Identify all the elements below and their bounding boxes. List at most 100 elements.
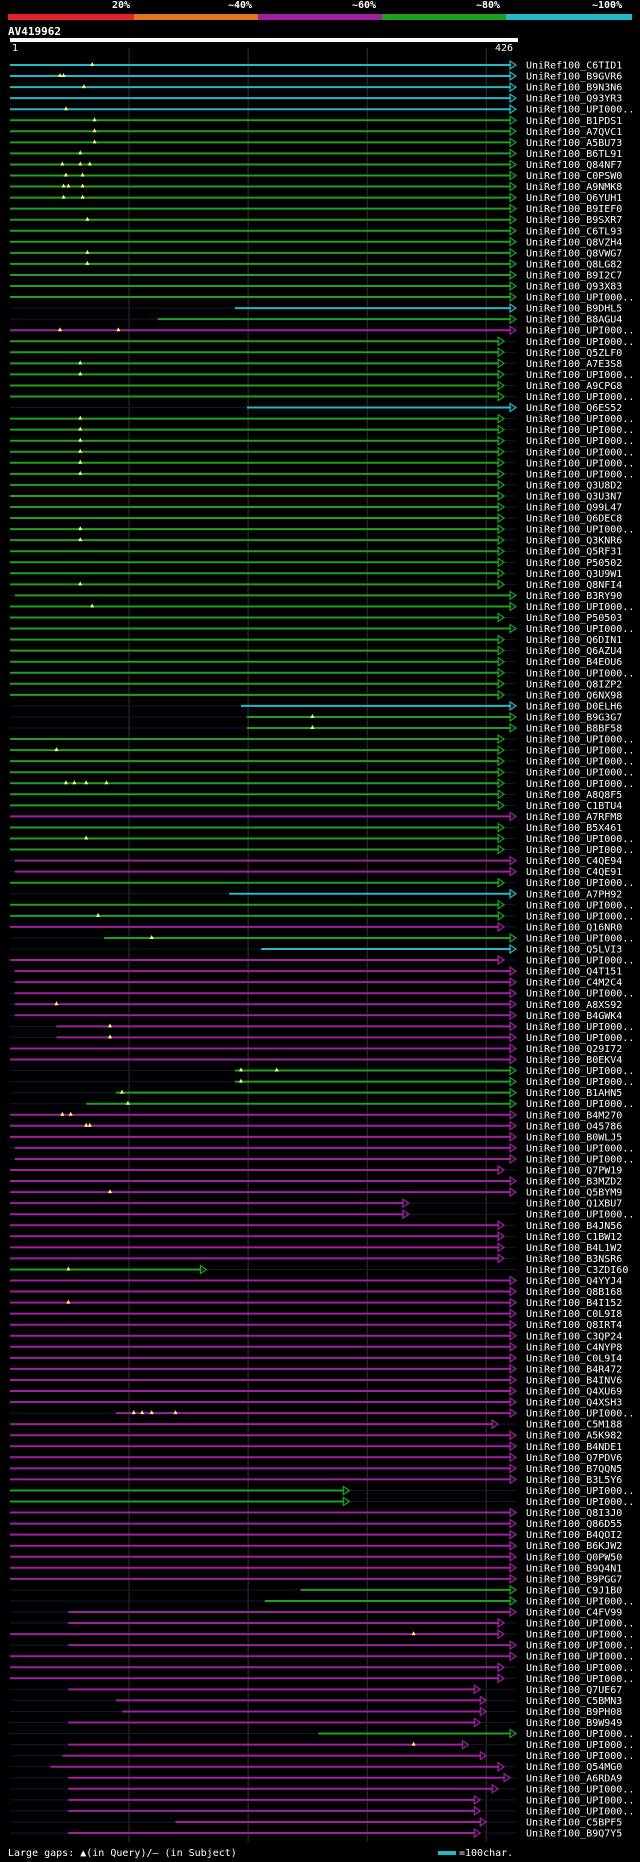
hit-label[interactable]: UniRef100_UPI000.. [526, 1740, 634, 1751]
hit-label[interactable]: UniRef100_UPI000.. [526, 1795, 634, 1806]
hit-label[interactable]: UniRef100_C4M2C4 [526, 978, 622, 989]
hit-label[interactable]: UniRef100_UPI000.. [526, 1022, 634, 1033]
hit-label[interactable]: UniRef100_UPI000.. [526, 1077, 634, 1088]
hit-label[interactable]: UniRef100_C4QE91 [526, 867, 622, 878]
hit-label[interactable]: UniRef100_Q3U9W1 [526, 569, 622, 580]
hit-label[interactable]: UniRef100_UPI000.. [526, 1806, 634, 1817]
hit-label[interactable]: UniRef100_B4QOI2 [526, 1530, 622, 1541]
hit-label[interactable]: UniRef100_UPI000.. [526, 768, 634, 779]
hit-label[interactable]: UniRef100_A5BU73 [526, 138, 622, 149]
hit-label[interactable]: UniRef100_UPI000.. [526, 1033, 634, 1044]
hit-label[interactable]: UniRef100_UPI000.. [526, 1099, 634, 1110]
hit-label[interactable]: UniRef100_B4GWK4 [526, 1011, 622, 1022]
hit-label[interactable]: UniRef100_Q93YR3 [526, 94, 622, 105]
hit-label[interactable]: UniRef100_UPI000.. [526, 900, 634, 911]
hit-label[interactable]: UniRef100_UPI000.. [526, 1143, 634, 1154]
hit-label[interactable]: UniRef100_UPI000.. [526, 668, 634, 679]
hit-label[interactable]: UniRef100_A8Q8F5 [526, 790, 622, 801]
hit-label[interactable]: UniRef100_UPI000.. [526, 1674, 634, 1685]
hit-label[interactable]: UniRef100_B9G3G7 [526, 712, 622, 723]
hit-label[interactable]: UniRef100_UPI000.. [526, 845, 634, 856]
hit-label[interactable]: UniRef100_B9W949 [526, 1718, 622, 1729]
hit-label[interactable]: UniRef100_A7QVC1 [526, 127, 622, 138]
hit-label[interactable]: UniRef100_B3L5Y6 [526, 1475, 622, 1486]
hit-label[interactable]: UniRef100_B6TL91 [526, 149, 622, 160]
hit-label[interactable]: UniRef100_B9Q4N1 [526, 1563, 622, 1574]
hit-label[interactable]: UniRef100_Q8VWG7 [526, 248, 622, 259]
hit-label[interactable]: UniRef100_UPI000.. [526, 1652, 634, 1663]
hit-label[interactable]: UniRef100_UPI000.. [526, 337, 634, 348]
hit-label[interactable]: UniRef100_Q16NR0 [526, 922, 622, 933]
hit-label[interactable]: UniRef100_C0L9I4 [526, 1353, 622, 1364]
hit-label[interactable]: UniRef100_Q7PDV6 [526, 1453, 622, 1464]
hit-label[interactable]: UniRef100_Q93X83 [526, 282, 622, 293]
hit-label[interactable]: UniRef100_UPI000.. [526, 370, 634, 381]
hit-label[interactable]: UniRef100_Q8NFI4 [526, 580, 622, 591]
hit-label[interactable]: UniRef100_UPI000.. [526, 1784, 634, 1795]
hit-label[interactable]: UniRef100_UPI000.. [526, 779, 634, 790]
hit-label[interactable]: UniRef100_UPI000.. [526, 1729, 634, 1740]
hit-label[interactable]: UniRef100_C5BPF5 [526, 1817, 622, 1828]
hit-label[interactable]: UniRef100_B1AHN5 [526, 1088, 622, 1099]
hit-label[interactable]: UniRef100_Q7PW19 [526, 1166, 622, 1177]
hit-label[interactable]: UniRef100_D0ELH6 [526, 701, 622, 712]
hit-label[interactable]: UniRef100_Q6ES52 [526, 403, 622, 414]
hit-label[interactable]: UniRef100_UPI000.. [526, 757, 634, 768]
hit-label[interactable]: UniRef100_UPI000.. [526, 293, 634, 304]
hit-label[interactable]: UniRef100_B9PGG7 [526, 1574, 622, 1585]
hit-label[interactable]: UniRef100_Q5ZLF0 [526, 348, 622, 359]
hit-label[interactable]: UniRef100_C5M188 [526, 1420, 622, 1431]
hit-label[interactable]: UniRef100_UPI000.. [526, 1619, 634, 1630]
hit-label[interactable]: UniRef100_C4QE94 [526, 856, 622, 867]
hit-label[interactable]: UniRef100_C4FV99 [526, 1608, 622, 1619]
hit-label[interactable]: UniRef100_UPI000.. [526, 447, 634, 458]
hit-label[interactable]: UniRef100_UPI000.. [526, 1596, 634, 1607]
hit-label[interactable]: UniRef100_B4JN56 [526, 1221, 622, 1232]
hit-label[interactable]: UniRef100_B5X461 [526, 823, 622, 834]
hit-label[interactable]: UniRef100_Q5RF31 [526, 547, 622, 558]
hit-label[interactable]: UniRef100_Q3KNR6 [526, 536, 622, 547]
hit-label[interactable]: UniRef100_B7QQN5 [526, 1464, 622, 1475]
hit-label[interactable]: UniRef100_UPI000.. [526, 834, 634, 845]
hit-label[interactable]: UniRef100_UPI000.. [526, 956, 634, 967]
hit-label[interactable]: UniRef100_A8XS92 [526, 1000, 622, 1011]
hit-label[interactable]: UniRef100_B4INV6 [526, 1375, 622, 1386]
hit-label[interactable]: UniRef100_UPI000.. [526, 1641, 634, 1652]
hit-label[interactable]: UniRef100_C5BMN3 [526, 1696, 622, 1707]
hit-label[interactable]: UniRef100_C6TL93 [526, 226, 622, 237]
hit-label[interactable]: UniRef100_B4I152 [526, 1298, 622, 1309]
hit-label[interactable]: UniRef100_B9N3N6 [526, 83, 622, 94]
hit-label[interactable]: UniRef100_B6KJW2 [526, 1541, 622, 1552]
hit-label[interactable]: UniRef100_UPI000.. [526, 1486, 634, 1497]
hit-label[interactable]: UniRef100_P50503 [526, 613, 622, 624]
hit-label[interactable]: UniRef100_A5K982 [526, 1431, 622, 1442]
hit-label[interactable]: UniRef100_B3MZD2 [526, 1177, 622, 1188]
hit-label[interactable]: UniRef100_C0L9I8 [526, 1309, 622, 1320]
hit-label[interactable]: UniRef100_Q3U8D2 [526, 480, 622, 491]
hit-label[interactable]: UniRef100_C3ZDI60 [526, 1265, 628, 1276]
hit-label[interactable]: UniRef100_UPI000.. [526, 624, 634, 635]
hit-label[interactable]: UniRef100_Q84NF7 [526, 160, 622, 171]
hit-label[interactable]: UniRef100_Q4XU69 [526, 1387, 622, 1398]
hit-label[interactable]: UniRef100_Q4XSH3 [526, 1398, 622, 1409]
hit-label[interactable]: UniRef100_A9CPG8 [526, 381, 622, 392]
hit-label[interactable]: UniRef100_C0PSW0 [526, 171, 622, 182]
hit-label[interactable]: UniRef100_UPI000.. [526, 602, 634, 613]
hit-label[interactable]: UniRef100_A7E3S8 [526, 359, 622, 370]
hit-label[interactable]: UniRef100_Q1XBU7 [526, 1199, 622, 1210]
hit-label[interactable]: UniRef100_Q6DEC8 [526, 514, 622, 525]
hit-label[interactable]: UniRef100_A6RDA9 [526, 1773, 622, 1784]
hit-label[interactable]: UniRef100_B9PH08 [526, 1707, 622, 1718]
hit-label[interactable]: UniRef100_UPI000.. [526, 746, 634, 757]
hit-label[interactable]: UniRef100_B4R472 [526, 1364, 622, 1375]
hit-label[interactable]: UniRef100_A7PH92 [526, 889, 622, 900]
hit-label[interactable]: UniRef100_UPI000.. [526, 1066, 634, 1077]
hit-label[interactable]: UniRef100_B0WLJ5 [526, 1132, 622, 1143]
hit-label[interactable]: UniRef100_UPI000.. [526, 989, 634, 1000]
hit-label[interactable]: UniRef100_UPI000.. [526, 1663, 634, 1674]
hit-label[interactable]: UniRef100_Q5BYM9 [526, 1188, 622, 1199]
hit-label[interactable]: UniRef100_Q0PW50 [526, 1552, 622, 1563]
hit-label[interactable]: UniRef100_UPI000.. [526, 436, 634, 447]
hit-label[interactable]: UniRef100_UPI000.. [526, 525, 634, 536]
hit-label[interactable]: UniRef100_B9GVR6 [526, 72, 622, 83]
